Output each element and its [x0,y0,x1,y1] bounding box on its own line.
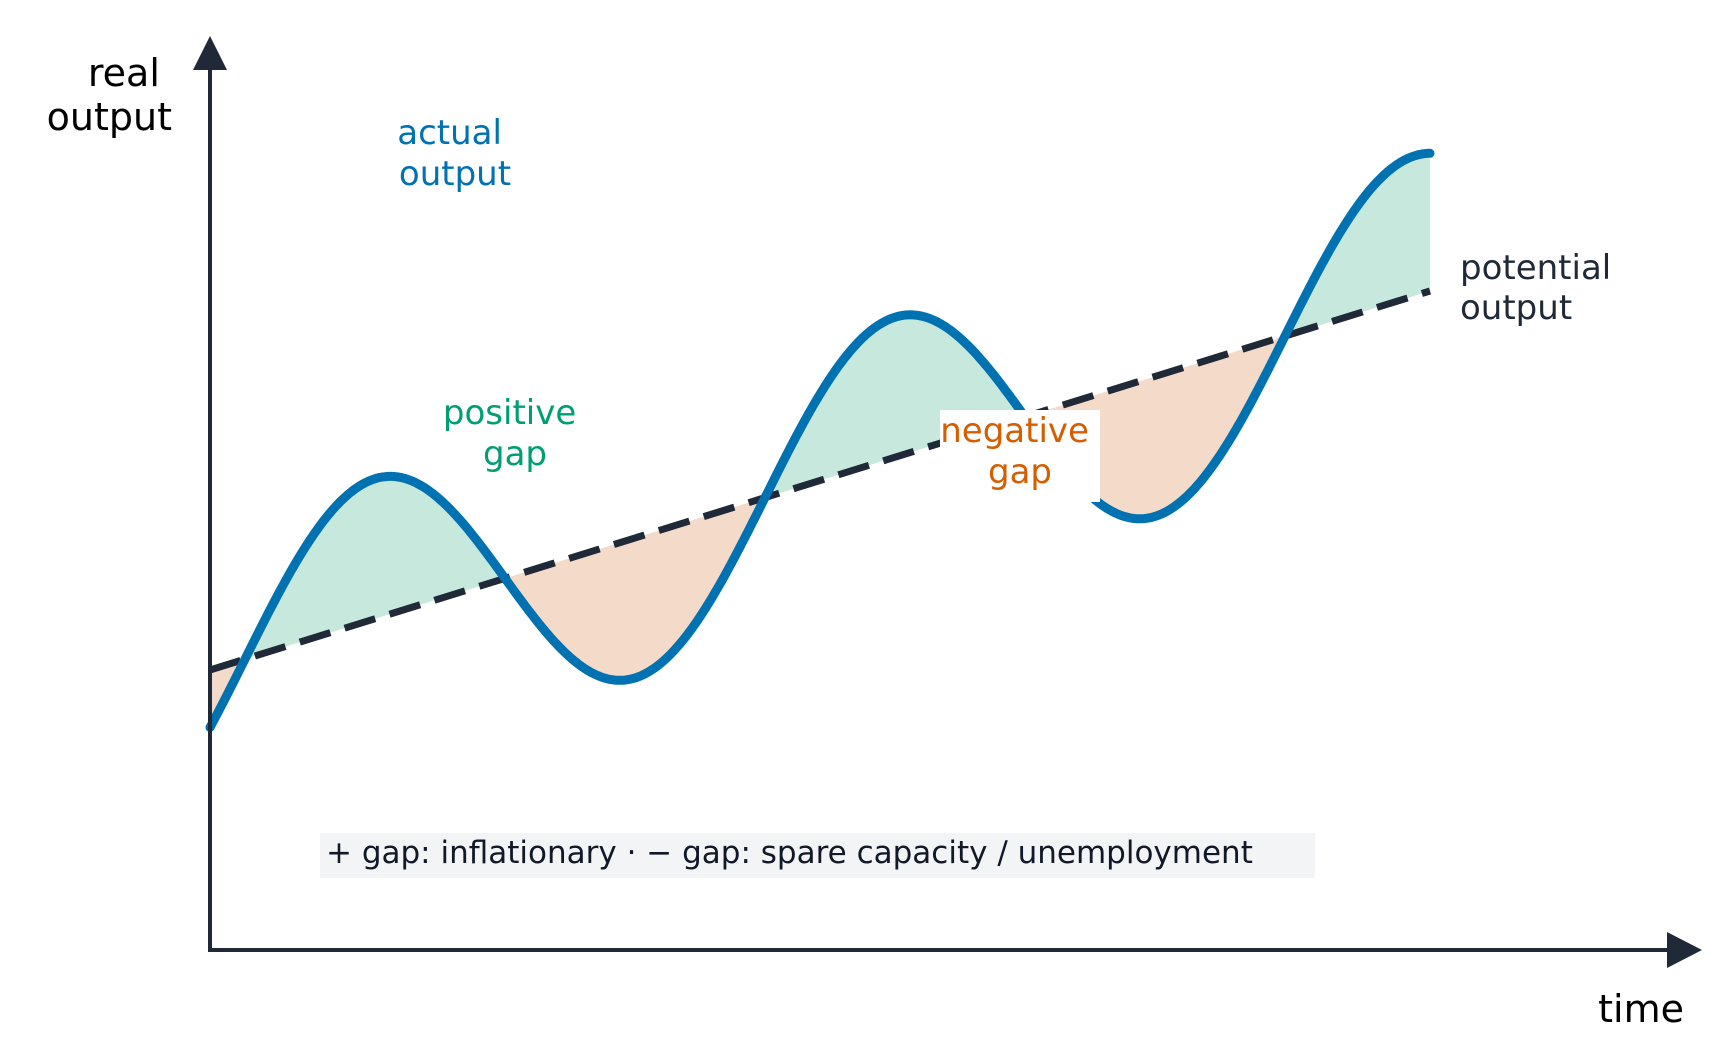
actual-output-label-line2: output [399,154,511,194]
y-axis-label-line1: real [88,51,160,95]
gap-shading [210,153,1430,728]
negative-gap-label-background [940,410,1100,502]
potential-output-label-line1: potential [1460,248,1611,288]
positive-gap-area [765,314,1025,498]
negative-gap-label-line2: gap [988,452,1052,492]
potential-output-label: potential output [1460,248,1622,328]
positive-gap-label: positive gap [443,393,587,474]
negative-gap-label: negative gap [940,411,1100,492]
negative-gap-area [505,497,765,681]
actual-output-label: actual output [397,113,513,194]
positive-gap-label-line2: gap [483,434,547,474]
note-background [320,833,1315,878]
positive-gap-area [1285,153,1430,336]
positive-gap-label-line1: positive [443,393,576,433]
potential-output-label-line2: output [1460,288,1572,328]
negative-gap-label-line1: negative [940,411,1089,451]
gap-interpretation-note: + gap: inflationary · − gap: spare capac… [326,835,1253,871]
potential-output-line [208,287,1432,674]
actual-output-label-line1: actual [397,113,502,153]
y-axis-label-line2: output [47,95,172,139]
positive-gap-area [245,476,505,660]
y-axis-label: real output [47,51,172,139]
actual-output-line [205,148,1435,732]
x-axis-label: time [1598,987,1684,1031]
y-axis-arrow-icon [193,36,227,70]
x-axis-arrow-icon [1667,932,1702,968]
